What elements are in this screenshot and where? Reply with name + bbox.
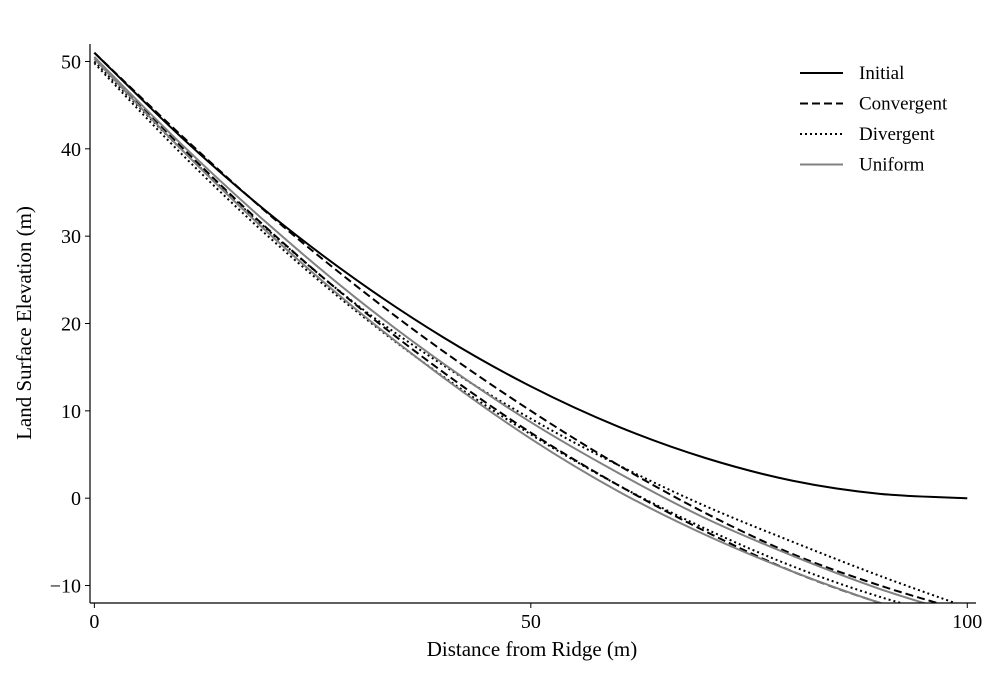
series-line-convergent-2 — [93, 56, 884, 603]
y-tick-label: 20 — [61, 314, 81, 336]
legend-label-convergent: Convergent — [859, 94, 948, 115]
series-line-uniform-1 — [93, 56, 928, 603]
series-line-divergent-2 — [93, 62, 905, 603]
legend-label-initial: Initial — [859, 63, 904, 84]
x-axis-label: Distance from Ridge (m) — [427, 637, 638, 661]
x-tick-label: 50 — [521, 611, 541, 633]
y-tick-label: 30 — [61, 226, 81, 248]
x-tick-label: 0 — [89, 611, 99, 633]
axes-layer: 0 50 100 −10 0 10 20 30 40 50 — [50, 44, 982, 633]
legend-label-divergent: Divergent — [859, 124, 935, 145]
y-tick-label: −10 — [50, 576, 81, 598]
series-line-initial-1 — [93, 52, 968, 500]
series-line-divergent-1 — [93, 60, 959, 603]
y-tick-label: 0 — [71, 488, 81, 510]
series-line-uniform-2 — [93, 58, 884, 603]
y-tick-label: 40 — [61, 139, 81, 161]
x-tick-label: 100 — [952, 611, 982, 633]
series-line-convergent-1 — [93, 52, 941, 603]
y-tick-label: 50 — [61, 51, 81, 73]
legend: Initial Convergent Divergent Uniform — [800, 63, 948, 176]
y-tick-label: 10 — [61, 401, 81, 423]
y-axis-label: Land Surface Elevation (m) — [12, 206, 36, 440]
series-layer — [93, 52, 968, 603]
legend-label-uniform: Uniform — [859, 155, 925, 176]
